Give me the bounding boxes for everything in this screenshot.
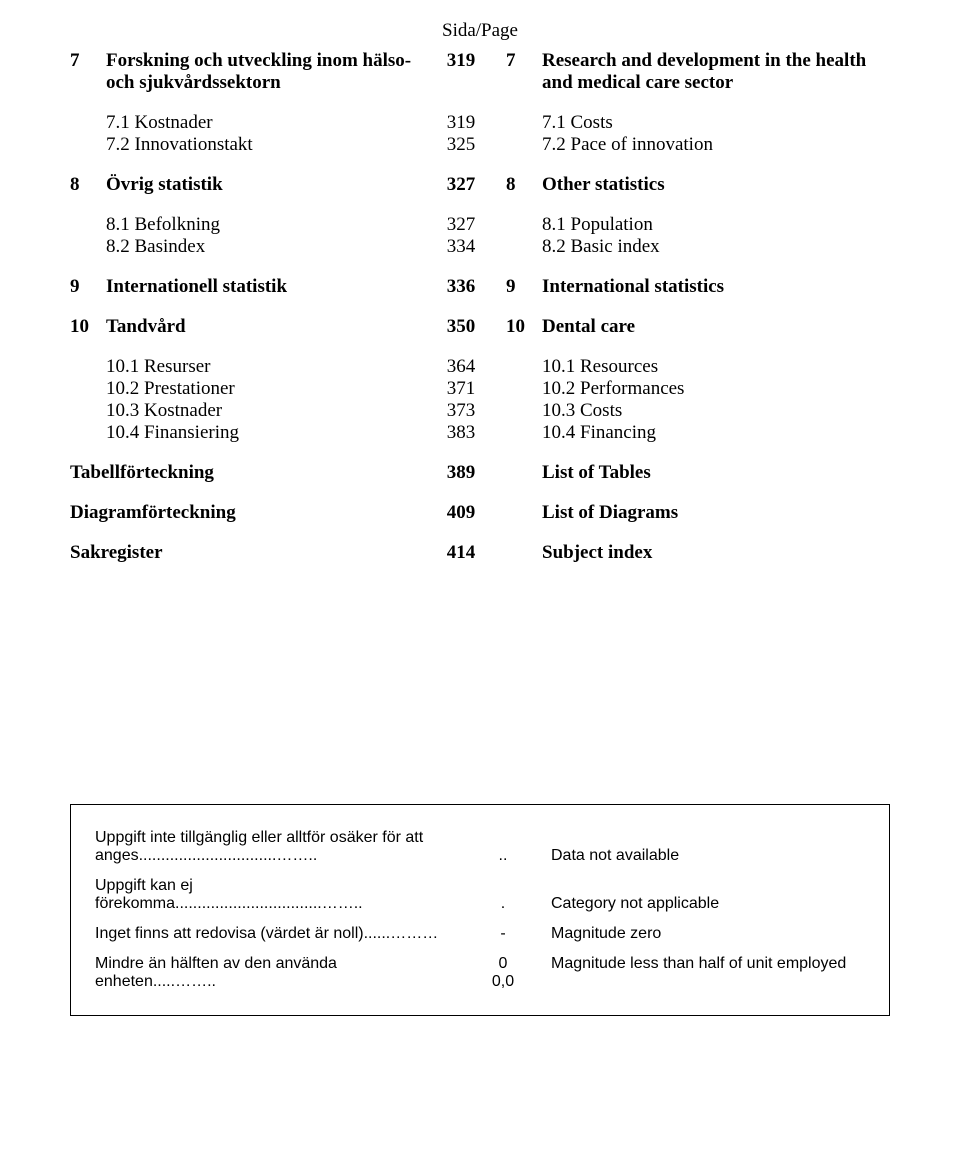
toc-section-10: 10 Tandvård 350 10 Dental care [70,316,890,338]
legend-sym: - [459,919,547,949]
toc-table: 7 Forskning och utveckling inom hälso- o… [70,50,890,564]
toc-sv: 10.1 Resurser [106,356,416,378]
toc-sv: 8.1 Befolkning [106,214,416,236]
legend-sym-line2: 0,0 [463,973,543,991]
toc-en: 8.2 Basic index [542,236,890,258]
legend-en: Category not applicable [547,871,869,919]
toc-page: 371 [416,378,506,400]
toc-sv: 10.4 Finansiering [106,422,416,444]
toc-section-7: 7 Forskning och utveckling inom hälso- o… [70,50,890,94]
toc-row-10-2: 10.2 Prestationer 371 10.2 Performances [70,378,890,400]
toc-en: List of Tables [542,462,890,484]
toc-row-7-2: 7.2 Innovationstakt 325 7.2 Pace of inno… [70,134,890,156]
toc-page: 325 [416,134,506,156]
page-header: Sida/Page [70,20,890,42]
toc-num-en: 9 [506,276,542,298]
legend-table: Uppgift inte tillgänglig eller alltför o… [91,823,869,997]
toc-page: 327 [416,214,506,236]
legend-en: Data not available [547,823,869,871]
toc-page: 373 [416,400,506,422]
toc-en: 7.2 Pace of innovation [542,134,890,156]
legend-sv: Inget finns att redovisa (värdet är noll… [91,919,459,949]
toc-row-10-3: 10.3 Kostnader 373 10.3 Costs [70,400,890,422]
toc-en: 10.3 Costs [542,400,890,422]
toc-sv: Tandvård [106,316,416,338]
toc-num: 7 [70,50,106,94]
toc-row-10-1: 10.1 Resurser 364 10.1 Resources [70,356,890,378]
toc-sv: 7.2 Innovationstakt [106,134,416,156]
toc-sv: Sakregister [70,542,416,564]
toc-num: 8 [70,174,106,196]
toc-num-en: 8 [506,174,542,196]
legend-row-2: Uppgift kan ej förekomma................… [91,871,869,919]
toc-en: 10.4 Financing [542,422,890,444]
toc-sv: 7.1 Kostnader [106,112,416,134]
toc-en: 10.2 Performances [542,378,890,400]
toc-section-8: 8 Övrig statistik 327 8 Other statistics [70,174,890,196]
legend-sym: 0 0,0 [459,949,547,997]
toc-page: 336 [416,276,506,298]
legend-sym: .. [459,823,547,871]
toc-page: 319 [416,50,506,94]
toc-en: List of Diagrams [542,502,890,524]
toc-num-en: 7 [506,50,542,94]
toc-page: 414 [416,542,506,564]
toc-sv: Diagramförteckning [70,502,416,524]
toc-sv: Tabellförteckning [70,462,416,484]
legend-row-3: Inget finns att redovisa (värdet är noll… [91,919,869,949]
legend-row-1: Uppgift inte tillgänglig eller alltför o… [91,823,869,871]
toc-row-7-1: 7.1 Kostnader 319 7.1 Costs [70,112,890,134]
toc-page: 350 [416,316,506,338]
toc-num: 9 [70,276,106,298]
toc-page: 364 [416,356,506,378]
toc-tabellforteckning: Tabellförteckning 389 List of Tables [70,462,890,484]
toc-page: 319 [416,112,506,134]
toc-en: International statistics [542,276,890,298]
toc-diagramforteckning: Diagramförteckning 409 List of Diagrams [70,502,890,524]
toc-page: 389 [416,462,506,484]
toc-en: 10.1 Resources [542,356,890,378]
toc-sv: 10.2 Prestationer [106,378,416,400]
toc-en: Dental care [542,316,890,338]
toc-sv: Forskning och utveckling inom hälso- och… [106,50,416,94]
legend-sym: . [459,871,547,919]
toc-page: 327 [416,174,506,196]
toc-page: 409 [416,502,506,524]
toc-sakregister: Sakregister 414 Subject index [70,542,890,564]
toc-en: 7.1 Costs [542,112,890,134]
toc-num: 10 [70,316,106,338]
toc-sv: 10.3 Kostnader [106,400,416,422]
toc-page: 334 [416,236,506,258]
toc-section-9: 9 Internationell statistik 336 9 Interna… [70,276,890,298]
toc-num-en: 10 [506,316,542,338]
legend-en: Magnitude zero [547,919,869,949]
toc-en: Other statistics [542,174,890,196]
legend-box: Uppgift inte tillgänglig eller alltför o… [70,804,890,1016]
toc-row-10-4: 10.4 Finansiering 383 10.4 Financing [70,422,890,444]
toc-sv: 8.2 Basindex [106,236,416,258]
toc-en: Subject index [542,542,890,564]
legend-sv: Mindre än hälften av den använda enheten… [91,949,459,997]
legend-sym-line1: 0 [463,955,543,973]
toc-row-8-1: 8.1 Befolkning 327 8.1 Population [70,214,890,236]
toc-sv: Övrig statistik [106,174,416,196]
toc-en: 8.1 Population [542,214,890,236]
legend-sv: Uppgift inte tillgänglig eller alltför o… [91,823,459,871]
page: Sida/Page 7 Forskning och utveckling ino… [0,0,960,1169]
legend-sv: Uppgift kan ej förekomma................… [91,871,459,919]
legend-en: Magnitude less than half of unit employe… [547,949,869,997]
legend-row-4: Mindre än hälften av den använda enheten… [91,949,869,997]
toc-sv: Internationell statistik [106,276,416,298]
toc-row-8-2: 8.2 Basindex 334 8.2 Basic index [70,236,890,258]
toc-page: 383 [416,422,506,444]
toc-en: Research and development in the health a… [542,50,890,94]
